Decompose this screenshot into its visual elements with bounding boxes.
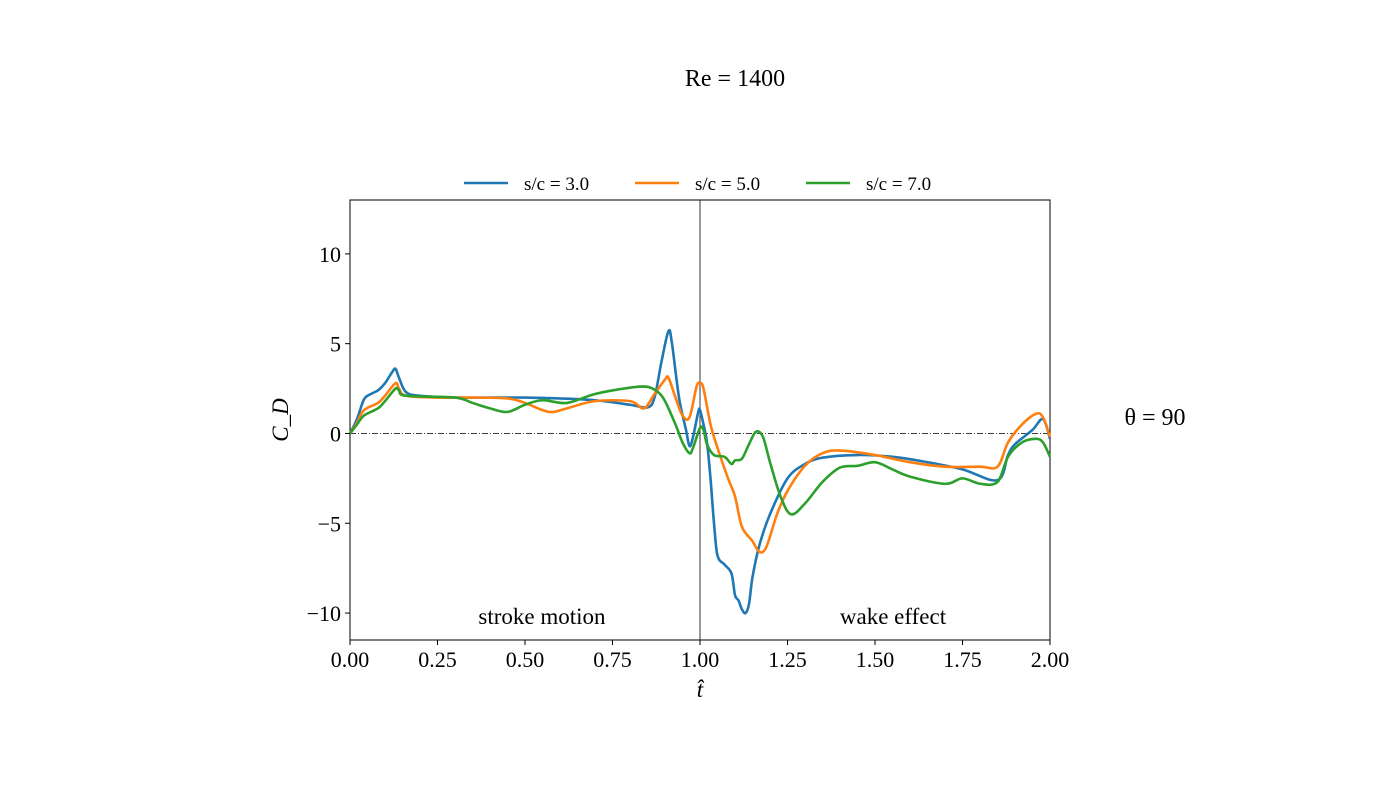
x-tick-label: 0.00 xyxy=(331,647,370,672)
x-axis-ticks: 0.00 0.25 0.50 0.75 1.00 1.25 1.50 1.75 2.00 xyxy=(331,640,1070,672)
x-tick-label: 0.25 xyxy=(418,647,457,672)
y-axis-label: C_D xyxy=(268,398,293,442)
legend: s/c = 3.0 s/c = 5.0 s/c = 7.0 xyxy=(464,174,931,195)
y-tick-label: 5 xyxy=(330,332,341,357)
y-tick-label: −5 xyxy=(318,511,341,536)
legend-label-1: s/c = 3.0 xyxy=(524,174,589,195)
legend-label-2: s/c = 5.0 xyxy=(695,174,760,195)
x-tick-label: 0.50 xyxy=(506,647,545,672)
x-axis-label: t̂ xyxy=(697,677,705,702)
x-tick-label: 1.50 xyxy=(856,647,895,672)
x-tick-label: 1.00 xyxy=(681,647,720,672)
series-line-1 xyxy=(348,328,1052,615)
wake-effect-annotation: wake effect xyxy=(840,604,947,629)
x-tick-label: 2.00 xyxy=(1031,647,1070,672)
stroke-motion-annotation: stroke motion xyxy=(478,604,606,629)
chart-title: Re = 1400 xyxy=(685,66,785,92)
y-tick-label: 10 xyxy=(319,242,341,267)
y-tick-label: 0 xyxy=(330,421,341,446)
x-tick-label: 1.75 xyxy=(943,647,982,672)
x-tick-label: 1.25 xyxy=(768,647,807,672)
theta-label: θ = 90 xyxy=(1124,405,1185,431)
y-axis-ticks: −10 −5 0 5 10 xyxy=(307,242,350,626)
legend-label-3: s/c = 7.0 xyxy=(866,174,931,195)
x-tick-label: 0.75 xyxy=(593,647,632,672)
y-tick-label: −10 xyxy=(307,601,341,626)
series-group xyxy=(348,328,1052,615)
series-line-3 xyxy=(348,385,1052,516)
